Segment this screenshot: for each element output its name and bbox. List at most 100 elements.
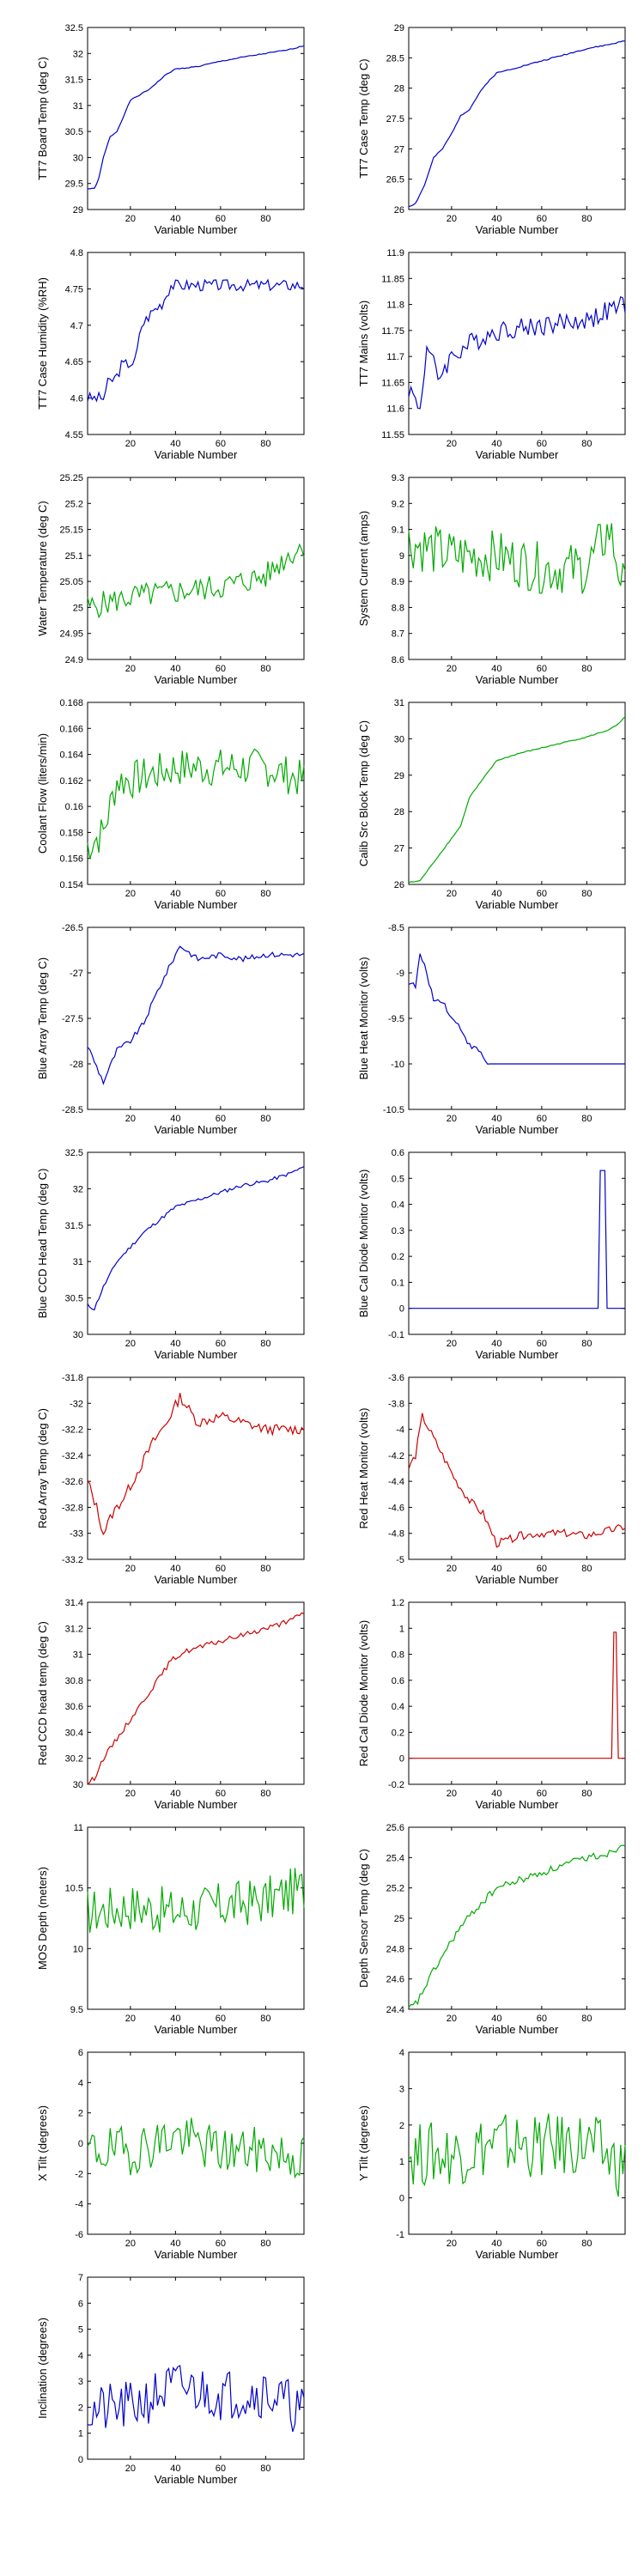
y-tick-label: 24.9 (65, 655, 83, 665)
y-tick-label: -33.2 (62, 1555, 83, 1565)
x-axis-label: Variable Number (476, 1573, 559, 1586)
x-tick-label: 20 (125, 1114, 136, 1124)
y-tick-label: -4.4 (388, 1477, 404, 1487)
y-tick-label: -32.2 (62, 1425, 83, 1436)
y-tick-label: 28 (394, 807, 404, 817)
y-tick-label: 0.154 (59, 880, 83, 890)
y-tick-label: -4.6 (388, 1503, 404, 1513)
y-tick-label: -8.5 (388, 923, 404, 933)
x-axis-label: Variable Number (476, 2023, 559, 2036)
y-tick-label: 1 (78, 2429, 83, 2439)
x-tick-label: 60 (216, 1114, 226, 1124)
y-tick-label: 25.2 (386, 1884, 404, 1894)
x-tick-label: 80 (260, 1789, 270, 1799)
x-tick-label: 20 (447, 1339, 457, 1349)
x-tick-label: 20 (447, 889, 457, 899)
y-tick-label: 6 (78, 2299, 83, 2309)
y-tick-label: -10 (391, 1060, 404, 1070)
x-tick-label: 40 (491, 1564, 501, 1574)
y-tick-label: -32.8 (62, 1503, 83, 1513)
y-tick-label: 10 (73, 1944, 83, 1954)
x-tick-label: 80 (260, 1339, 270, 1349)
y-tick-label: 32.5 (65, 1148, 83, 1158)
y-tick-label: -26.5 (62, 923, 83, 933)
y-tick-label: 29.5 (65, 179, 83, 190)
x-tick-label: 60 (537, 214, 547, 224)
x-tick-label: 60 (216, 1339, 226, 1349)
x-tick-label: 40 (170, 439, 180, 449)
y-tick-label: 29 (394, 23, 404, 33)
chart-panel: -33.2 -33 -32.8 -32.6 -32.4 -32.2 -32 -31.8 20 40… (36, 1373, 305, 1586)
y-tick-label: -10.5 (383, 1105, 404, 1115)
plot-area (87, 1826, 305, 2010)
y-tick-label: 0.3 (392, 1226, 404, 1236)
y-tick-label: 9.3 (392, 473, 404, 483)
x-axis-label: Variable Number (476, 448, 559, 461)
y-tick-label: 25.6 (386, 1823, 404, 1833)
series-line (87, 2117, 305, 2179)
y-tick-label: 0.168 (59, 698, 83, 708)
x-tick-label: 40 (491, 1114, 501, 1124)
y-tick-label: -4.2 (388, 1451, 404, 1461)
x-tick-label: 20 (447, 214, 457, 224)
series-line (408, 40, 626, 208)
y-tick-label: 9 (399, 551, 404, 562)
x-tick-label: 20 (125, 439, 136, 449)
y-tick-label: 30.5 (65, 127, 83, 137)
y-tick-label: 4.55 (65, 430, 83, 440)
y-tick-label: 0.1 (392, 1278, 404, 1288)
y-axis-label: Inclination (degrees) (36, 2318, 49, 2419)
y-axis-label: Red Heat Monitor (volts) (357, 1408, 370, 1529)
y-tick-label: 27.5 (386, 114, 404, 125)
y-tick-label: 0 (399, 1754, 404, 1765)
plot-area (87, 1376, 305, 1560)
plot-area (408, 477, 626, 660)
y-tick-label: 30 (73, 1780, 83, 1790)
series-line (87, 1166, 305, 1311)
chart-panel: -6 -4 -2 0 2 4 6 20 40 60 80 Variable Number X Tilt … (36, 2048, 305, 2261)
y-tick-label: 28.5 (386, 53, 404, 64)
x-tick-label: 40 (170, 889, 180, 899)
x-tick-label: 40 (170, 2464, 180, 2474)
y-tick-label: 0.5 (392, 1174, 404, 1184)
y-tick-label: -3.6 (388, 1373, 404, 1383)
x-tick-label: 20 (447, 439, 457, 449)
x-tick-label: 80 (581, 439, 592, 449)
x-tick-label: 60 (537, 2239, 547, 2249)
x-tick-label: 80 (260, 214, 270, 224)
y-tick-label: 8.7 (392, 629, 404, 640)
y-tick-label: 0.158 (59, 828, 83, 838)
plot-area (408, 702, 626, 885)
plot-area (87, 252, 305, 435)
x-tick-label: 40 (170, 1114, 180, 1124)
y-tick-label: 29 (73, 205, 83, 216)
x-axis-label: Variable Number (155, 448, 238, 461)
x-tick-label: 20 (447, 1114, 457, 1124)
x-axis-label: Variable Number (155, 1123, 238, 1136)
chart-panel: 0.154 0.156 0.158 0.16 0.162 0.164 0.166 0.168 2… (36, 698, 305, 911)
y-tick-label: 3 (78, 2377, 83, 2387)
x-tick-label: 40 (491, 2014, 501, 2024)
x-axis-label: Variable Number (476, 1798, 559, 1811)
y-tick-label: 0.16 (65, 802, 83, 812)
x-tick-label: 80 (260, 439, 270, 449)
y-tick-label: 3 (399, 2084, 404, 2094)
plot-area (87, 2276, 305, 2460)
chart-panel: 8.6 8.7 8.8 8.9 9 9.1 9.2 9.3 20 40 60 80 Variable N… (357, 473, 626, 686)
x-tick-label: 20 (125, 664, 136, 674)
y-tick-label: -32.4 (62, 1451, 83, 1461)
y-tick-label: 11 (74, 1823, 83, 1833)
series-line (408, 2113, 626, 2197)
x-tick-label: 80 (581, 1789, 592, 1799)
y-axis-label: MOS Depth (meters) (36, 1867, 49, 1970)
chart-panel: -1 0 1 2 3 4 20 40 60 80 Variable Number Y Tilt (de… (357, 2048, 626, 2261)
x-tick-label: 40 (170, 664, 180, 674)
x-axis-label: Variable Number (476, 2248, 559, 2261)
y-axis-label: TT7 Mains (volts) (357, 301, 370, 386)
y-axis-label: Blue Array Temp (deg C) (36, 957, 49, 1079)
x-axis-label: Variable Number (155, 898, 238, 911)
x-tick-label: 60 (216, 439, 226, 449)
y-axis-label: Water Temperature (deg C) (36, 501, 49, 636)
x-tick-label: 60 (216, 214, 226, 224)
y-tick-label: -31.8 (62, 1373, 83, 1383)
